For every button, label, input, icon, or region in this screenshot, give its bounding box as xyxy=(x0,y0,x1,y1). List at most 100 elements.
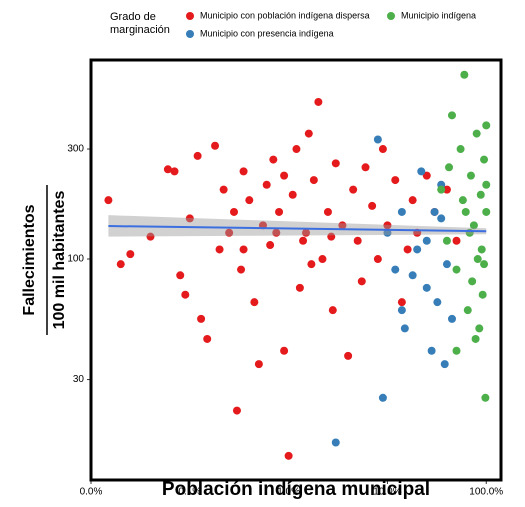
trend-band xyxy=(108,215,487,237)
point xyxy=(331,159,340,168)
point xyxy=(417,167,426,176)
point xyxy=(378,145,387,154)
point xyxy=(254,360,263,369)
point xyxy=(482,180,491,189)
point xyxy=(481,393,490,402)
point xyxy=(422,171,431,180)
point xyxy=(245,196,254,205)
point xyxy=(477,245,486,254)
point xyxy=(269,155,278,164)
x-tick-label: 0.0% xyxy=(80,487,103,498)
point xyxy=(433,298,442,307)
legend-label: Municipio con población indígena dispers… xyxy=(200,10,370,20)
point xyxy=(442,185,451,194)
point xyxy=(458,196,467,205)
point xyxy=(397,207,406,216)
point xyxy=(442,260,451,269)
point xyxy=(475,324,484,333)
point xyxy=(280,346,289,355)
point xyxy=(478,290,487,299)
x-tick-label: 1.0% xyxy=(277,487,300,498)
point xyxy=(463,306,472,315)
point xyxy=(327,232,336,241)
point xyxy=(397,306,406,315)
point xyxy=(181,290,190,299)
point xyxy=(239,167,248,176)
point xyxy=(197,314,206,323)
point xyxy=(232,406,241,415)
point xyxy=(299,236,308,245)
point xyxy=(480,260,489,269)
point xyxy=(338,221,347,230)
point xyxy=(309,176,318,185)
point xyxy=(314,97,323,106)
point xyxy=(461,207,470,216)
point xyxy=(383,221,392,230)
point xyxy=(437,214,446,223)
point xyxy=(146,232,155,241)
y-tick-label: 100 xyxy=(67,254,84,265)
plot-frame xyxy=(89,58,503,482)
point xyxy=(442,236,451,245)
point xyxy=(378,393,387,402)
point xyxy=(368,201,377,210)
point xyxy=(272,228,281,237)
point xyxy=(280,171,289,180)
point xyxy=(430,207,439,216)
point xyxy=(353,236,362,245)
point xyxy=(170,167,179,176)
point xyxy=(452,265,461,274)
point xyxy=(229,207,238,216)
point xyxy=(185,214,194,223)
legend-marker xyxy=(186,12,194,20)
point xyxy=(400,324,409,333)
point xyxy=(176,271,185,280)
point xyxy=(468,277,477,286)
point xyxy=(219,185,228,194)
legend-label: Municipio con presencia indígena xyxy=(200,28,334,38)
point xyxy=(328,306,337,315)
point xyxy=(440,360,449,369)
point xyxy=(482,121,491,130)
point xyxy=(422,283,431,292)
point xyxy=(456,145,465,154)
y-axis-label-denominator: 100 mil habitantes xyxy=(51,191,68,330)
point xyxy=(471,334,480,343)
point xyxy=(203,334,212,343)
point xyxy=(262,180,271,189)
point xyxy=(482,207,491,216)
point xyxy=(472,129,481,138)
point xyxy=(344,351,353,360)
point xyxy=(447,314,456,323)
point xyxy=(480,155,489,164)
y-tick-label: 300 xyxy=(67,144,84,155)
point xyxy=(116,260,125,269)
point xyxy=(391,176,400,185)
point xyxy=(357,277,366,286)
point xyxy=(408,271,417,280)
x-axis-label: Población indígena municipal xyxy=(162,479,430,500)
point xyxy=(452,346,461,355)
point xyxy=(466,171,475,180)
point xyxy=(318,255,327,264)
legend-title: marginación xyxy=(110,24,170,36)
point xyxy=(445,163,454,172)
point xyxy=(307,260,316,269)
point xyxy=(413,245,422,254)
point xyxy=(373,255,382,264)
point xyxy=(292,145,301,154)
legend-title: Grado de xyxy=(110,11,156,23)
point xyxy=(225,228,234,237)
point xyxy=(323,207,332,216)
point xyxy=(295,283,304,292)
trend-line xyxy=(108,225,487,233)
point xyxy=(452,236,461,245)
point xyxy=(266,241,275,250)
point xyxy=(215,245,224,254)
point xyxy=(302,228,311,237)
x-tick-label: 100.0% xyxy=(469,487,503,498)
point xyxy=(239,245,248,254)
point xyxy=(193,151,202,160)
point xyxy=(250,298,259,307)
